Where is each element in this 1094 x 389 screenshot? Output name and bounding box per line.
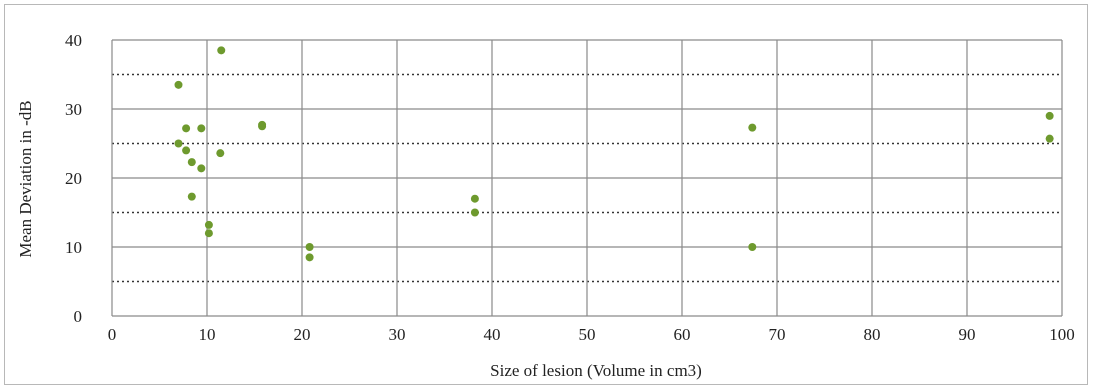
chart-frame	[4, 4, 1088, 385]
data-point	[174, 80, 183, 89]
data-point	[470, 208, 479, 217]
x-tick-label: 10	[199, 325, 216, 344]
data-point	[470, 194, 479, 203]
data-point	[217, 46, 226, 55]
y-axis-title: Mean Deviation in -dB	[16, 100, 35, 257]
data-point	[187, 158, 196, 167]
x-tick-label: 0	[108, 325, 117, 344]
y-tick-label: 40	[65, 31, 82, 50]
x-tick-label: 90	[959, 325, 976, 344]
data-point	[216, 149, 225, 158]
data-point	[182, 146, 191, 155]
data-point	[1045, 134, 1054, 143]
data-points	[174, 46, 1054, 262]
x-tick-label: 80	[864, 325, 881, 344]
x-tick-label: 70	[769, 325, 786, 344]
x-tick-label: 50	[579, 325, 596, 344]
data-point	[182, 124, 191, 133]
data-point	[197, 164, 206, 173]
data-point	[204, 220, 213, 229]
data-point	[748, 243, 757, 251]
y-tick-label: 0	[74, 307, 83, 326]
y-tick-label: 20	[65, 169, 82, 188]
data-point	[305, 243, 314, 251]
y-axis-ticks: 0 10 20 30 40	[65, 31, 82, 326]
x-tick-label: 30	[389, 325, 406, 344]
data-point	[187, 192, 196, 201]
data-point	[748, 123, 757, 132]
x-axis-title: Size of lesion (Volume in cm3)	[490, 361, 702, 380]
x-tick-label: 100	[1049, 325, 1075, 344]
data-point	[305, 253, 314, 262]
data-point	[174, 139, 183, 148]
x-tick-label: 60	[674, 325, 691, 344]
data-point	[197, 124, 206, 133]
data-point	[204, 229, 213, 238]
grid	[111, 39, 1063, 317]
data-point	[1045, 111, 1054, 120]
data-point	[258, 120, 267, 129]
x-tick-label: 40	[484, 325, 501, 344]
y-tick-label: 10	[65, 238, 82, 257]
x-axis-ticks: 0 10 20 30 40 50 60 70 80 90 100	[108, 325, 1075, 344]
y-tick-label: 30	[65, 100, 82, 119]
x-tick-label: 20	[294, 325, 311, 344]
